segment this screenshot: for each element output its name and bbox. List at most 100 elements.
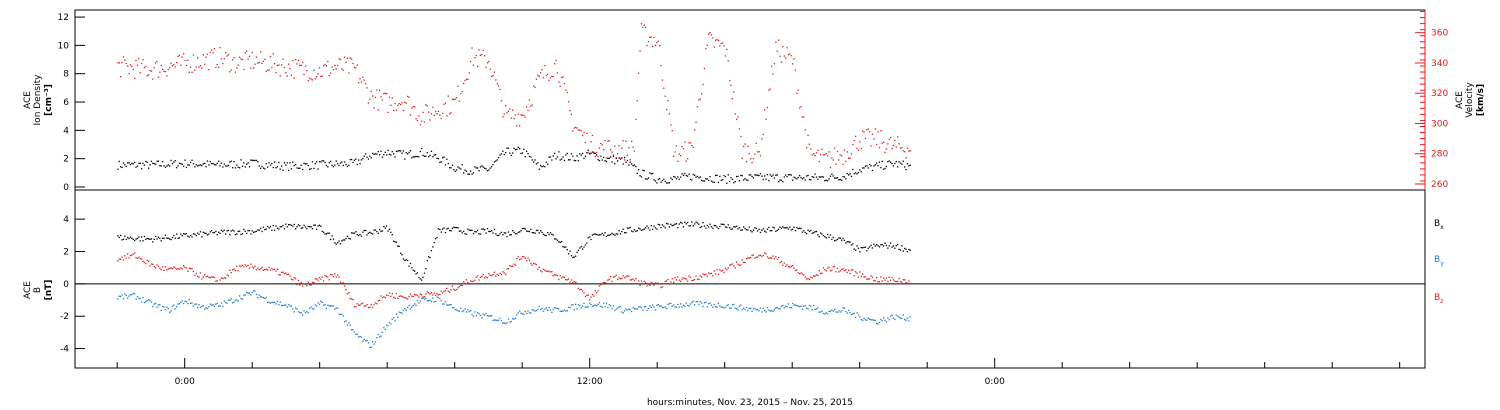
by-point	[425, 297, 427, 299]
by-point	[198, 304, 200, 306]
ion-density-point	[156, 160, 158, 162]
bx-point	[533, 232, 535, 234]
velocity-point	[227, 54, 230, 56]
bx-point	[306, 227, 308, 230]
bx-point	[167, 237, 169, 239]
ion-density-point	[866, 165, 868, 167]
velocity-point	[751, 162, 753, 164]
by-point	[188, 298, 190, 301]
by-point	[675, 306, 678, 308]
bx-point	[726, 226, 728, 229]
velocity-point	[706, 44, 708, 46]
by-point	[611, 308, 613, 310]
ion-density-point	[702, 180, 704, 182]
bx-point	[825, 237, 827, 239]
by-point	[780, 305, 783, 307]
by-point	[729, 307, 731, 309]
by-point	[377, 333, 379, 336]
ion-density-point	[624, 156, 626, 159]
velocity-point	[120, 75, 122, 78]
bx-point	[660, 227, 662, 229]
bx-point	[407, 259, 409, 262]
bx-point	[122, 238, 125, 240]
bx-point	[230, 230, 232, 232]
bx-point	[881, 243, 883, 246]
velocity-point	[904, 151, 906, 153]
velocity-point	[806, 146, 808, 149]
by-point	[828, 310, 830, 312]
bx-point	[569, 250, 571, 252]
bz-point	[367, 307, 370, 309]
bx-point	[691, 221, 693, 223]
bx-point	[818, 236, 820, 238]
velocity-point	[601, 144, 603, 146]
bx-point	[677, 227, 679, 229]
by-point	[195, 303, 197, 305]
by-point	[199, 306, 202, 309]
bz-point	[674, 277, 676, 279]
bx-point	[253, 231, 255, 233]
bz-point	[302, 285, 304, 287]
velocity-point	[519, 125, 521, 127]
bx-point	[572, 256, 574, 259]
bx-point	[905, 248, 907, 250]
velocity-point	[157, 76, 160, 78]
bx-point	[415, 273, 417, 275]
ion-density-point	[582, 152, 584, 155]
velocity-point	[899, 147, 902, 149]
bx-point	[787, 228, 790, 230]
bz-point	[871, 276, 874, 278]
velocity-point	[800, 106, 802, 108]
bx-point	[598, 234, 601, 236]
bz-point	[772, 255, 774, 257]
by-point	[411, 306, 413, 308]
bz-point	[383, 296, 385, 298]
velocity-point	[563, 82, 566, 85]
ion-density-point	[842, 175, 844, 178]
bz-point	[555, 274, 557, 276]
bz-point	[580, 288, 582, 290]
by-point	[901, 317, 903, 320]
ion-density-point	[901, 163, 903, 165]
velocity-point	[191, 71, 193, 73]
bx-point	[484, 229, 486, 231]
by-point	[418, 302, 420, 304]
bx-point	[153, 238, 155, 240]
ion-density-point	[897, 166, 899, 168]
velocity-point	[360, 81, 363, 83]
by-point	[645, 305, 647, 308]
velocity-point	[215, 66, 217, 68]
ion-density-point	[766, 174, 769, 176]
bz-point	[415, 294, 417, 296]
by-point	[779, 307, 781, 310]
bx-point	[439, 228, 441, 231]
ion-density-point	[645, 178, 647, 180]
bz-point	[783, 262, 785, 264]
bx-point	[138, 236, 140, 238]
by-point	[607, 306, 609, 309]
bz-point	[619, 278, 622, 280]
ion-density-point	[552, 155, 554, 157]
ion-density-point	[786, 176, 788, 178]
by-point	[488, 315, 490, 317]
bx-point	[327, 232, 329, 234]
velocity-point	[390, 104, 392, 106]
by-point	[671, 305, 673, 307]
ion-density-point	[612, 155, 615, 158]
bz-point	[127, 253, 129, 255]
velocity-point	[556, 72, 559, 74]
by-point	[786, 306, 788, 308]
ion-density-point	[240, 159, 242, 161]
bx-point	[229, 234, 231, 236]
bx-point	[789, 226, 791, 228]
by-point	[468, 311, 470, 313]
bx-point	[752, 229, 755, 231]
velocity-point	[401, 102, 403, 104]
ion-density-point	[764, 175, 766, 177]
ion-density-point	[241, 165, 244, 167]
velocity-point	[306, 70, 308, 72]
bx-point	[169, 238, 171, 240]
velocity-point	[895, 146, 897, 148]
ion-density-point	[351, 158, 353, 161]
velocity-point	[261, 62, 263, 64]
